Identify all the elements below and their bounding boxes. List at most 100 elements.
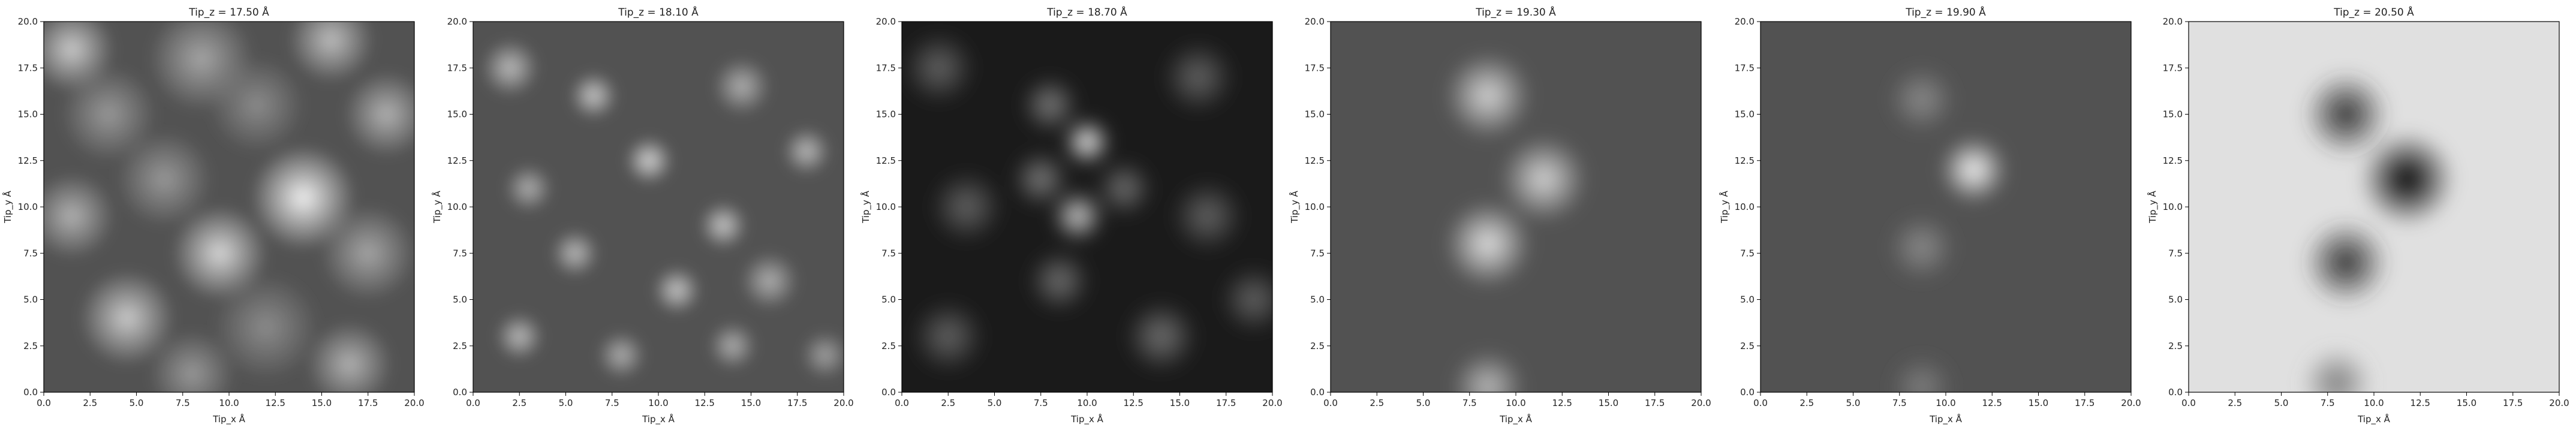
heatmap-feature [1220, 266, 1272, 333]
y-tick-label: 2.5 [881, 341, 896, 351]
heatmap-feature [1051, 190, 1105, 243]
x-tick-label: 20.0 [833, 398, 853, 408]
heatmap-feature [1095, 159, 1154, 218]
heatmap-area [2189, 22, 2559, 392]
heatmap-feature [783, 127, 831, 176]
chart-title: Tip_z = 20.50 Å [2333, 5, 2414, 19]
heatmap-feature [1940, 136, 2008, 204]
x-tick-label: 5.0 [559, 398, 573, 408]
heatmap-feature [481, 39, 540, 97]
y-tick-label: 17.5 [447, 62, 467, 73]
x-tick-label: 20.0 [2121, 398, 2141, 408]
heatmap-feature [712, 57, 771, 116]
x-tick-label: 17.5 [1645, 398, 1665, 408]
heatmap-feature [1890, 355, 1954, 392]
x-tick-label: 12.5 [266, 398, 285, 408]
y-tick-label: 5.0 [881, 294, 896, 305]
x-tick-label: 7.5 [1892, 398, 1907, 408]
heatmap-area [1331, 22, 1701, 392]
y-tick-label: 15.0 [1305, 109, 1325, 120]
y-tick-label: 5.0 [23, 294, 38, 305]
y-tick-label: 0.0 [1740, 387, 1755, 398]
x-tick-label: 12.5 [1552, 398, 1572, 408]
x-tick-label: 7.5 [605, 398, 619, 408]
y-tick-label: 7.5 [1740, 248, 1755, 258]
y-tick-label: 10.0 [447, 202, 467, 212]
heatmap-feature [902, 31, 976, 104]
x-axis-label: Tip_x Å [1070, 413, 1104, 425]
y-tick-label: 7.5 [453, 248, 467, 258]
heatmap-feature [1445, 200, 1531, 288]
y-tick-label: 17.5 [1305, 62, 1325, 73]
heatmap-feature [1162, 41, 1235, 113]
x-tick-label: 17.5 [787, 398, 807, 408]
heatmap-feature [1888, 214, 1956, 282]
x-tick-label: 7.5 [1034, 398, 1048, 408]
heatmap-feature [209, 56, 305, 154]
heatmap-feature [1028, 249, 1091, 312]
x-tick-label: 0.0 [1753, 398, 1768, 408]
y-tick-label: 12.5 [2163, 155, 2183, 166]
heatmap-feature [148, 330, 236, 392]
y-tick-label: 0.0 [2168, 387, 2183, 398]
x-tick-label: 15.0 [2029, 398, 2048, 408]
y-axis-label: Tip_y Å [2147, 190, 2159, 224]
x-tick-label: 5.0 [1416, 398, 1431, 408]
y-tick-label: 10.0 [1305, 202, 1325, 212]
heatmap-feature [1125, 300, 1197, 373]
y-tick-label: 20.0 [876, 16, 896, 27]
heatmap-feature [1445, 52, 1531, 139]
y-tick-label: 5.0 [1310, 294, 1325, 305]
x-tick-label: 0.0 [2181, 398, 2196, 408]
heatmap-feature [2359, 131, 2455, 227]
y-tick-label: 10.0 [876, 202, 896, 212]
x-tick-label: 2.5 [512, 398, 526, 408]
heatmap-feature [116, 131, 213, 227]
x-tick-label: 15.0 [312, 398, 332, 408]
x-axis-label: Tip_x Å [212, 413, 246, 425]
x-tick-label: 7.5 [176, 398, 190, 408]
x-tick-label: 0.0 [37, 398, 51, 408]
x-tick-label: 20.0 [1691, 398, 1711, 408]
y-axis-label: Tip_y Å [1719, 190, 1731, 224]
y-tick-label: 17.5 [2163, 62, 2183, 73]
x-tick-label: 2.5 [1799, 398, 1814, 408]
x-tick-label: 2.5 [2228, 398, 2242, 408]
heatmap-feature [597, 331, 646, 380]
y-tick-label: 0.0 [881, 387, 896, 398]
x-tick-label: 10.0 [1506, 398, 1525, 408]
x-tick-label: 10.0 [1936, 398, 1955, 408]
chart-panel-5: 0.0 2.5 5.0 7.5 10.0 12.5 15.0 17.5 20.0 0.0 2.5 5.… [1719, 5, 2141, 425]
heatmap-feature [1063, 118, 1112, 167]
heatmap-feature [306, 321, 393, 392]
x-tick-label: 7.5 [1462, 398, 1477, 408]
y-tick-label: 7.5 [23, 248, 38, 258]
heatmap-feature [1888, 65, 1956, 134]
heatmap-feature [60, 66, 157, 163]
x-tick-label: 15.0 [2457, 398, 2476, 408]
y-tick-label: 5.0 [2168, 294, 2183, 305]
chart-title: Tip_z = 18.70 Å [1046, 5, 1127, 19]
heatmap-feature [44, 173, 115, 260]
heatmap-feature [287, 22, 375, 84]
x-tick-label: 0.0 [895, 398, 909, 408]
x-tick-label: 17.5 [358, 398, 378, 408]
y-tick-label: 15.0 [1735, 109, 1755, 120]
heatmap-feature [495, 312, 544, 361]
y-tick-label: 7.5 [881, 248, 896, 258]
y-tick-label: 17.5 [18, 62, 38, 73]
y-tick-label: 12.5 [1735, 155, 1755, 166]
heatmap-feature [1452, 350, 1524, 392]
x-tick-label: 5.0 [130, 398, 144, 408]
y-tick-label: 12.5 [1305, 155, 1325, 166]
heatmap-feature [504, 164, 553, 213]
x-tick-label: 5.0 [2274, 398, 2289, 408]
heatmap-feature [2303, 219, 2390, 306]
x-tick-label: 10.0 [1077, 398, 1097, 408]
y-tick-label: 12.5 [876, 155, 896, 166]
y-axis-label: Tip_y Å [860, 190, 872, 224]
heatmap-feature [625, 136, 673, 185]
heatmap-feature [708, 321, 757, 370]
y-tick-label: 10.0 [18, 202, 38, 212]
